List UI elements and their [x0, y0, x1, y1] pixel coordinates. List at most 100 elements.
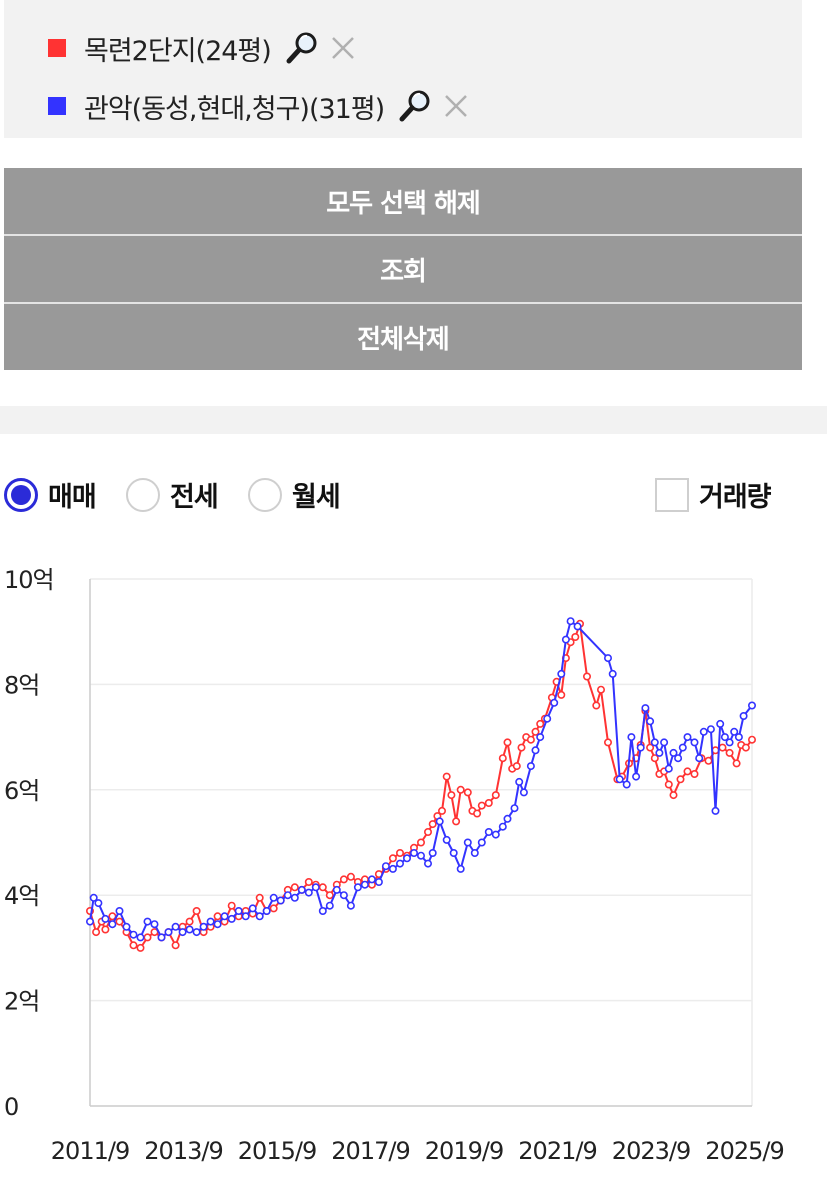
- data-point: [220, 912, 229, 921]
- data-point: [297, 885, 306, 894]
- deselect-all-button[interactable]: 모두 선택 해제: [4, 168, 802, 234]
- data-point: [704, 756, 713, 765]
- data-point: [304, 877, 313, 886]
- query-button[interactable]: 조회: [4, 236, 802, 302]
- data-point: [136, 943, 145, 952]
- data-point: [561, 635, 570, 644]
- data-point: [185, 925, 194, 934]
- compare-item-1: 목련2단지(24평): [48, 28, 357, 68]
- data-point: [101, 914, 110, 923]
- radio-unselected-icon: [126, 477, 160, 512]
- delete-all-button[interactable]: 전체삭제: [4, 304, 802, 370]
- radio-monthly-rent[interactable]: 월세: [248, 475, 341, 514]
- data-point: [185, 917, 194, 926]
- data-point: [437, 806, 446, 815]
- checkbox-label: 거래량: [699, 482, 772, 513]
- data-point: [473, 809, 482, 818]
- data-point: [241, 912, 250, 921]
- data-point: [150, 920, 159, 929]
- data-point: [741, 743, 750, 752]
- data-point: [192, 906, 201, 915]
- data-point: [442, 835, 451, 844]
- data-point: [536, 719, 545, 728]
- magnifier-icon[interactable]: [283, 29, 321, 67]
- data-point: [206, 917, 215, 926]
- data-point: [143, 933, 152, 942]
- data-point: [683, 767, 692, 776]
- data-point: [255, 893, 264, 902]
- data-point: [470, 848, 479, 857]
- data-point: [747, 701, 756, 710]
- data-point: [199, 922, 208, 931]
- data-point: [650, 754, 659, 763]
- data-point: [283, 891, 292, 900]
- data-point: [122, 922, 131, 931]
- data-point: [536, 733, 545, 742]
- data-point: [115, 906, 124, 915]
- x-tick-label: 2015/9: [238, 1137, 316, 1165]
- data-point: [234, 906, 243, 915]
- data-point: [517, 743, 526, 752]
- data-point: [690, 738, 699, 747]
- data-point: [423, 859, 432, 868]
- data-point: [108, 920, 117, 929]
- data-point: [381, 862, 390, 871]
- section-divider: [0, 406, 827, 434]
- data-point: [484, 827, 493, 836]
- data-point: [571, 633, 580, 642]
- data-point: [603, 654, 612, 663]
- data-point: [484, 799, 493, 808]
- data-point: [456, 864, 465, 873]
- data-point: [557, 690, 566, 699]
- data-point: [526, 762, 535, 771]
- data-point: [550, 698, 559, 707]
- data-point: [428, 820, 437, 829]
- data-point: [171, 922, 180, 931]
- volume-checkbox[interactable]: 거래량: [655, 475, 772, 514]
- radio-unselected-icon: [248, 477, 282, 512]
- data-point: [456, 785, 465, 794]
- data-point: [512, 762, 521, 771]
- data-point: [325, 901, 334, 910]
- data-point: [318, 883, 327, 892]
- data-point: [519, 788, 528, 797]
- data-point: [143, 917, 152, 926]
- data-point: [92, 928, 101, 937]
- radio-sale[interactable]: 매매: [4, 475, 97, 514]
- data-point: [650, 738, 659, 747]
- data-point: [503, 738, 512, 747]
- divider: [4, 302, 802, 304]
- series-line-1: [89, 623, 753, 950]
- data-point: [178, 928, 187, 937]
- data-point: [318, 906, 327, 915]
- data-point: [720, 733, 729, 742]
- data-point: [388, 864, 397, 873]
- data-point: [627, 733, 636, 742]
- data-point: [89, 893, 98, 902]
- series-line-2: [89, 619, 753, 939]
- data-point: [101, 925, 110, 934]
- data-point: [664, 780, 673, 789]
- data-point: [636, 743, 645, 752]
- data-point: [332, 885, 341, 894]
- data-point: [510, 804, 519, 813]
- radio-label: 매매: [48, 482, 97, 513]
- data-point: [515, 777, 524, 786]
- data-point: [491, 830, 500, 839]
- close-icon[interactable]: [329, 34, 357, 62]
- y-tick-label: 10억: [4, 566, 54, 594]
- radio-jeonse[interactable]: 전세: [126, 475, 219, 514]
- data-point: [346, 872, 355, 881]
- data-point: [690, 770, 699, 779]
- close-icon[interactable]: [442, 92, 470, 120]
- data-point: [683, 733, 692, 742]
- radio-selected-icon: [4, 477, 38, 512]
- compare-item-2: 관악(동성,현대,청구)(31평): [48, 86, 470, 126]
- magnifier-icon[interactable]: [396, 87, 434, 125]
- data-point: [409, 848, 418, 857]
- data-point: [711, 806, 720, 815]
- data-point: [622, 780, 631, 789]
- x-tick-label: 2021/9: [518, 1137, 596, 1165]
- data-point: [304, 888, 313, 897]
- data-point: [543, 714, 552, 723]
